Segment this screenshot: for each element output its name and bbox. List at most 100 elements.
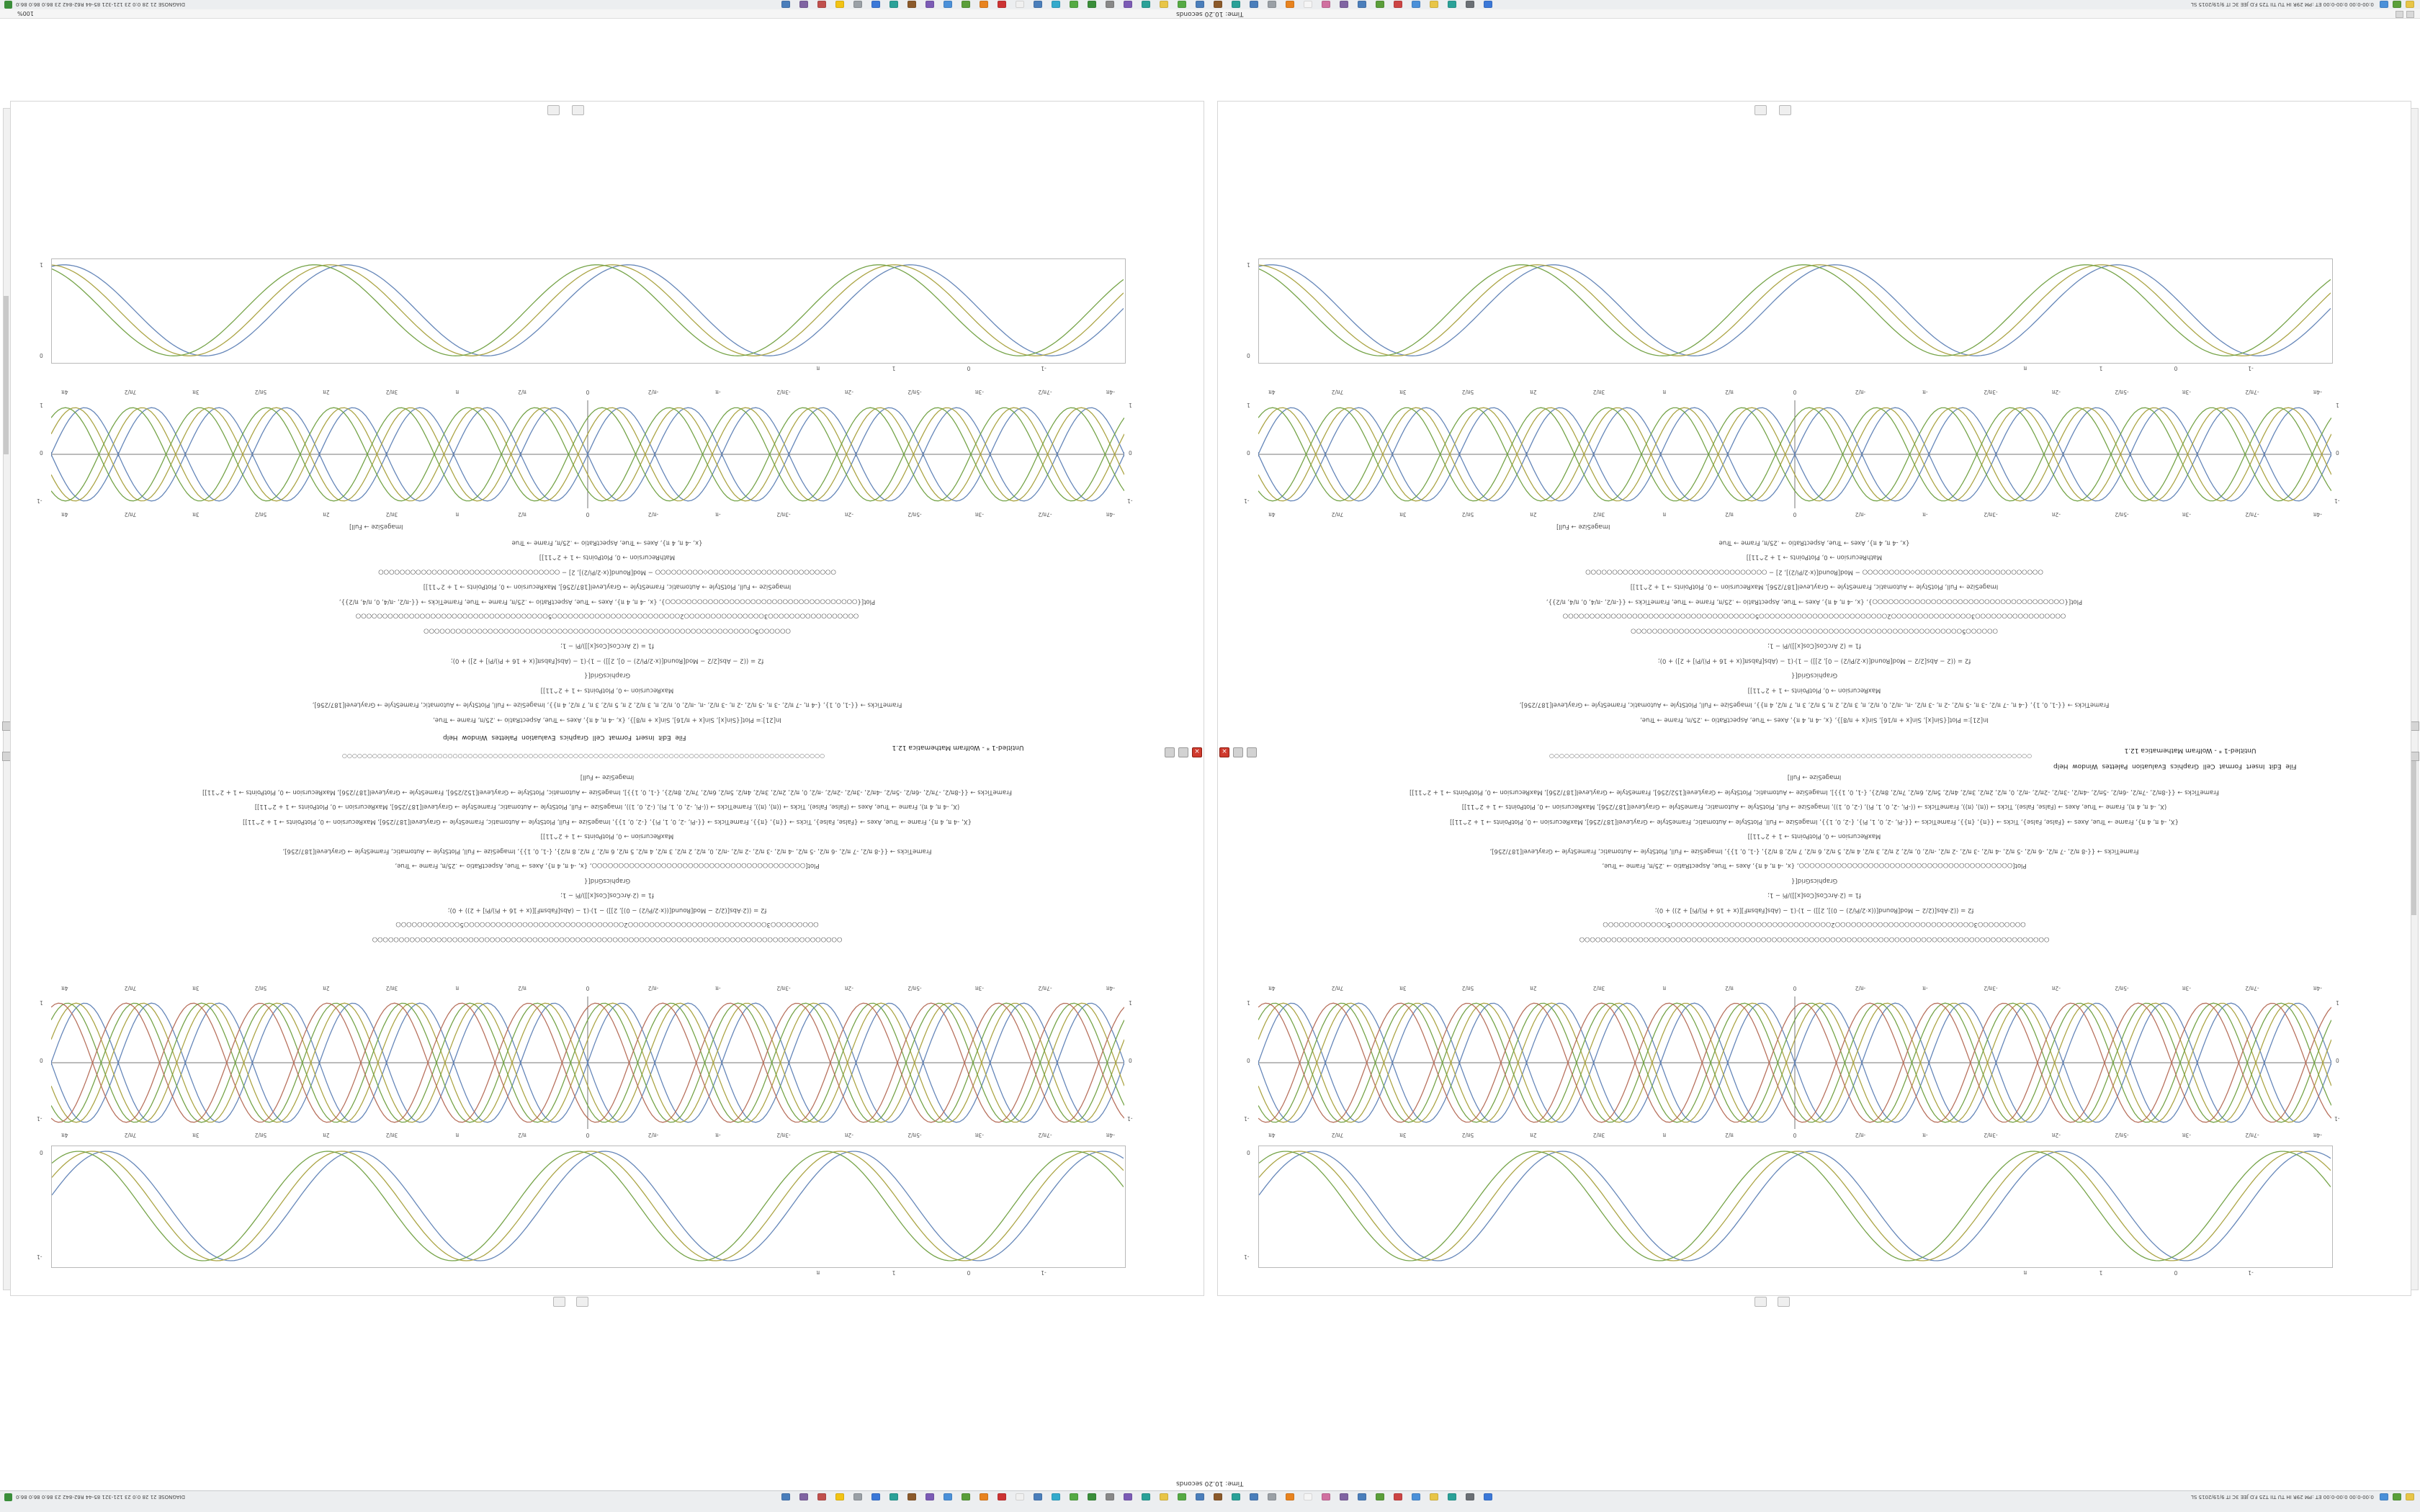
taskbar-app-icon[interactable] bbox=[1088, 1493, 1096, 1500]
taskbar-app-icon[interactable] bbox=[1376, 1, 1384, 8]
taskbar-app-icon[interactable] bbox=[2406, 1493, 2414, 1500]
taskbar-app-icon[interactable] bbox=[1322, 1, 1330, 8]
taskbar-app-icon[interactable] bbox=[1142, 1493, 1150, 1500]
taskbar-app-icon[interactable] bbox=[2406, 1, 2414, 8]
taskbar-app-icon[interactable] bbox=[1412, 1, 1420, 8]
menu-bar[interactable]: File Edit Insert Format Cell Graphics Ev… bbox=[443, 734, 686, 741]
taskbar-app-icon[interactable] bbox=[889, 1, 898, 8]
taskbar-app-icon[interactable] bbox=[1322, 1493, 1330, 1500]
maximize-button[interactable] bbox=[1178, 747, 1188, 757]
taskbar-app-icon[interactable] bbox=[1142, 1, 1150, 8]
strip-button[interactable] bbox=[2396, 11, 2403, 18]
taskbar-app-icon[interactable] bbox=[1340, 1, 1348, 8]
taskbar-app-icon[interactable] bbox=[1484, 1493, 1492, 1500]
taskbar-app-icon[interactable] bbox=[1394, 1493, 1402, 1500]
taskbar-app-icon[interactable] bbox=[2380, 1493, 2388, 1500]
taskbar-app-icon[interactable] bbox=[944, 1493, 952, 1500]
taskbar-app-icon[interactable] bbox=[1250, 1, 1258, 8]
taskbar-app-icon[interactable] bbox=[926, 1, 934, 8]
taskbar-app-icon[interactable] bbox=[1034, 1, 1042, 8]
taskbar-app-icon[interactable] bbox=[1124, 1, 1132, 8]
taskbar-app-icon[interactable] bbox=[1052, 1493, 1060, 1500]
minimize-button[interactable] bbox=[1165, 747, 1175, 757]
close-button[interactable]: × bbox=[1192, 747, 1202, 757]
taskbar-app-icon[interactable] bbox=[1268, 1, 1276, 8]
taskbar-app-icon[interactable] bbox=[1178, 1, 1186, 8]
taskbar-app-icon[interactable] bbox=[2380, 1, 2388, 8]
taskbar-app-icon[interactable] bbox=[1232, 1493, 1240, 1500]
taskbar-app-icon[interactable] bbox=[1466, 1, 1474, 8]
taskbar-app-icon[interactable] bbox=[1484, 1, 1492, 8]
taskbar-app-icon[interactable] bbox=[889, 1493, 898, 1500]
taskbar-app-icon[interactable] bbox=[1016, 1, 1024, 8]
taskbar-app-icon[interactable] bbox=[1088, 1, 1096, 8]
cell-insert-button[interactable] bbox=[1778, 1297, 1790, 1307]
code-cell-lower[interactable]: ○○○○○○○○○○○○○○○○○○○○○○○○○○○○○○○○○○○○○○○○… bbox=[61, 770, 1153, 947]
taskbar-app-icon[interactable] bbox=[1286, 1, 1294, 8]
menu-bar[interactable]: File Edit Insert Format Cell Graphics Ev… bbox=[2053, 762, 2297, 770]
taskbar-app-icon[interactable] bbox=[871, 1, 880, 8]
system-tray-icon[interactable] bbox=[4, 1, 12, 9]
taskbar-app-icon[interactable] bbox=[1034, 1493, 1042, 1500]
taskbar-app-icon[interactable] bbox=[1304, 1493, 1312, 1500]
taskbar-app-icon[interactable] bbox=[799, 1493, 808, 1500]
taskbar-app-icon[interactable] bbox=[1250, 1493, 1258, 1500]
taskbar-app-icon[interactable] bbox=[1430, 1493, 1438, 1500]
taskbar-app-icon[interactable] bbox=[908, 1493, 916, 1500]
taskbar-app-icon[interactable] bbox=[1394, 1, 1402, 8]
taskbar-app-icon[interactable] bbox=[998, 1493, 1006, 1500]
taskbar-app-icon[interactable] bbox=[1448, 1493, 1456, 1500]
scrollbar-thumb[interactable] bbox=[4, 296, 9, 454]
taskbar-app-icon[interactable] bbox=[1070, 1493, 1078, 1500]
cell-insert-button[interactable] bbox=[553, 1297, 565, 1307]
taskbar-app-icon[interactable] bbox=[908, 1, 916, 8]
minimize-button[interactable] bbox=[1247, 747, 1257, 757]
taskbar-app-icon[interactable] bbox=[781, 1493, 790, 1500]
code-cell-upper[interactable]: In[21]:= Plot[{Sin[x], Sin[x + π/16], Si… bbox=[61, 535, 1153, 727]
taskbar-app-icon[interactable] bbox=[1160, 1, 1168, 8]
taskbar-app-icon[interactable] bbox=[817, 1, 826, 8]
code-cell-lower[interactable]: ○○○○○○○○○○○○○○○○○○○○○○○○○○○○○○○○○○○○○○○○… bbox=[1268, 770, 2360, 947]
taskbar-app-icon[interactable] bbox=[835, 1, 844, 8]
taskbar-app-icon[interactable] bbox=[781, 1, 790, 8]
taskbar-app-icon[interactable] bbox=[980, 1493, 988, 1500]
taskbar-app-icon[interactable] bbox=[1430, 1, 1438, 8]
taskbar-app-icon[interactable] bbox=[1070, 1, 1078, 8]
taskbar-app-icon[interactable] bbox=[1196, 1, 1204, 8]
taskbar-app-icon[interactable] bbox=[926, 1493, 934, 1500]
strip-button[interactable] bbox=[2406, 11, 2414, 18]
taskbar-app-icon[interactable] bbox=[1466, 1493, 1474, 1500]
taskbar-app-icon[interactable] bbox=[1106, 1493, 1114, 1500]
scrollbar-right[interactable] bbox=[2411, 108, 2419, 1290]
taskbar-app-icon[interactable] bbox=[962, 1493, 970, 1500]
cell-insert-button[interactable] bbox=[572, 105, 584, 115]
taskbar-app-icon[interactable] bbox=[2393, 1, 2401, 8]
taskbar-app-icon[interactable] bbox=[1214, 1493, 1222, 1500]
taskbar-app-icon[interactable] bbox=[1106, 1, 1114, 8]
taskbar-app-icon[interactable] bbox=[871, 1493, 880, 1500]
cell-insert-button[interactable] bbox=[1779, 105, 1791, 115]
taskbar-app-icon[interactable] bbox=[1304, 1, 1312, 8]
maximize-button[interactable] bbox=[1233, 747, 1243, 757]
code-cell-upper[interactable]: In[21]:= Plot[{Sin[x], Sin[x + π/16], Si… bbox=[1268, 535, 2360, 727]
taskbar-app-icon[interactable] bbox=[1412, 1493, 1420, 1500]
cell-insert-button[interactable] bbox=[576, 1297, 588, 1307]
taskbar-app-icon[interactable] bbox=[1016, 1493, 1024, 1500]
taskbar-app-icon[interactable] bbox=[980, 1, 988, 8]
scrollbar-thumb[interactable] bbox=[2411, 757, 2416, 915]
taskbar-app-icon[interactable] bbox=[1178, 1493, 1186, 1500]
taskbar-app-icon[interactable] bbox=[2393, 1493, 2401, 1500]
taskbar-app-icon[interactable] bbox=[853, 1493, 862, 1500]
close-button[interactable]: × bbox=[1219, 747, 1229, 757]
taskbar-app-icon[interactable] bbox=[1196, 1493, 1204, 1500]
taskbar-app-icon[interactable] bbox=[962, 1, 970, 8]
taskbar-app-icon[interactable] bbox=[1448, 1, 1456, 8]
system-tray-icon[interactable] bbox=[4, 1493, 12, 1501]
cell-insert-button[interactable] bbox=[547, 105, 560, 115]
taskbar-app-icon[interactable] bbox=[1124, 1493, 1132, 1500]
taskbar-app-icon[interactable] bbox=[835, 1493, 844, 1500]
taskbar-app-icon[interactable] bbox=[1232, 1, 1240, 8]
taskbar-app-icon[interactable] bbox=[1214, 1, 1222, 8]
taskbar-app-icon[interactable] bbox=[817, 1493, 826, 1500]
taskbar-app-icon[interactable] bbox=[1052, 1, 1060, 8]
